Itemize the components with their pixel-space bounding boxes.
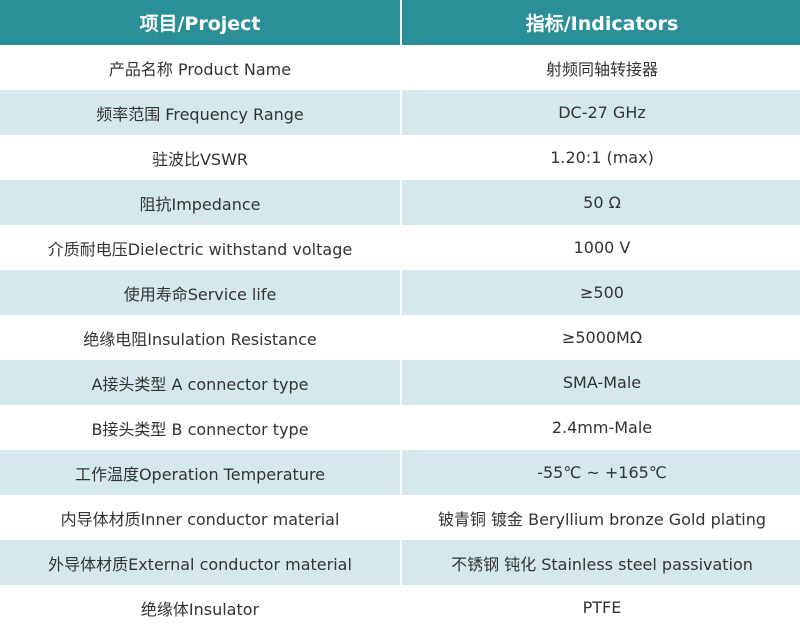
- value-cell: DC-27 GHz: [400, 90, 800, 135]
- value-cell: 50 Ω: [400, 180, 800, 225]
- item-cell: B接头类型 B connector type: [91, 419, 309, 439]
- item-cell: A接头类型 A connector type: [0, 360, 401, 405]
- value-cell: 1.20:1 (max): [400, 135, 800, 180]
- table-row: 绝缘电阻Insulation Resistance ≥5000MΩ: [0, 315, 800, 360]
- value-cell: SMA-Male: [400, 360, 800, 405]
- table-row: 频率范围 Frequency Range DC-27 GHz: [0, 90, 800, 135]
- item-cell: 频率范围 Frequency Range: [0, 90, 401, 135]
- table-row: A接头类型 A connector type SMA-Male: [0, 360, 800, 405]
- item-cell: 绝缘电阻Insulation Resistance: [83, 329, 317, 349]
- table-row: 介质耐电压Dielectric withstand voltage 1000 V: [0, 225, 800, 270]
- value-cell: -55℃ ~ +165℃: [400, 450, 800, 495]
- item-cell: 绝缘体Insulator: [140, 599, 260, 619]
- value-cell: ≥500: [400, 270, 800, 315]
- item-cell: 介质耐电压Dielectric withstand voltage: [47, 239, 353, 259]
- table-header: 项目/Project 指标/Indicators: [0, 0, 800, 45]
- table-row: 阻抗Impedance 50 Ω: [0, 180, 800, 225]
- table-row: 绝缘体Insulator PTFE: [0, 585, 800, 630]
- value-cell: 射频同轴转接器: [400, 45, 800, 90]
- item-cell: 产品名称 Product Name: [108, 59, 292, 79]
- item-cell: 内导体材质Inner conductor material: [60, 509, 340, 529]
- item-cell: 使用寿命Service life: [0, 270, 401, 315]
- header-cell: 项目/Project: [0, 0, 401, 45]
- header-row: 项目/Project 指标/Indicators: [0, 0, 800, 45]
- table-row: B接头类型 B connector type 2.4mm-Male: [0, 405, 800, 450]
- item-cell: 外导体材质External conductor material: [0, 540, 401, 585]
- item-cell: 工作温度Operation Temperature: [0, 450, 401, 495]
- value-cell: 铍青铜 镀金 Beryllium bronze Gold plating: [400, 495, 800, 540]
- header-cell: 指标/Indicators: [400, 0, 800, 45]
- table-row: 产品名称 Product Name 射频同轴转接器: [0, 45, 800, 90]
- item-cell: 阻抗Impedance: [0, 180, 401, 225]
- value-cell: 不锈钢 钝化 Stainless steel passivation: [400, 540, 800, 585]
- table-row: 工作温度Operation Temperature -55℃ ~ +165℃: [0, 450, 800, 495]
- value-cell: 2.4mm-Male: [400, 405, 800, 450]
- value-cell: ≥5000MΩ: [400, 315, 800, 360]
- value-cell: PTFE: [400, 585, 800, 630]
- table-body: 产品名称 Product Name 射频同轴转接器 频率范围 Frequency R…: [0, 45, 800, 630]
- item-cell: 驻波比VSWR: [151, 149, 249, 169]
- table-row: 使用寿命Service life ≥500: [0, 270, 800, 315]
- table-row: 外导体材质External conductor material 不锈钢 钝化 S…: [0, 540, 800, 585]
- value-cell: 1000 V: [400, 225, 800, 270]
- table-row: 内导体材质Inner conductor material 铍青铜 镀金 Bery…: [0, 495, 800, 540]
- table-row: 驻波比VSWR 1.20:1 (max): [0, 135, 800, 180]
